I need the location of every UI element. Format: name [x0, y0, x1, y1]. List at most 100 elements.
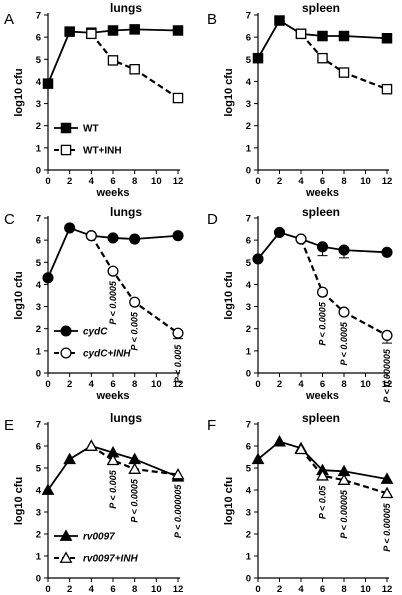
p-value-annotation: P < 0.00005 [339, 489, 349, 538]
y-tick-label: 2 [246, 324, 251, 335]
x-tick-label: 2 [67, 584, 72, 595]
legend-label: rv0097 [83, 532, 115, 543]
y-tick-label: 7 [246, 214, 251, 225]
x-tick-label: 2 [277, 176, 282, 187]
data-point [274, 15, 285, 26]
x-tick-label: 10 [151, 379, 162, 390]
data-point [380, 486, 394, 499]
x-tick-label: 8 [341, 584, 346, 595]
y-tick-label: 1 [246, 552, 252, 563]
y-tick-label: 0 [36, 369, 41, 380]
x-tick-label: 4 [298, 584, 304, 595]
data-point [129, 233, 141, 245]
panel-title: lungs [110, 1, 142, 15]
data-point [295, 28, 307, 40]
data-point [317, 52, 328, 64]
data-point [107, 25, 119, 36]
y-tick-label: 3 [36, 302, 41, 313]
data-point [172, 92, 184, 104]
series-line [90, 235, 179, 335]
x-tick-label: 6 [110, 379, 115, 390]
data-point [172, 327, 184, 339]
x-axis-title: weeks [95, 187, 129, 199]
y-tick-label: 2 [36, 530, 41, 541]
series-inh-treated [84, 439, 185, 480]
y-tick-label: 4 [36, 77, 42, 88]
p-value-annotation: P < 0.000005 [173, 484, 183, 538]
x-tick-label: 12 [382, 584, 393, 595]
x-tick-label: 6 [110, 584, 115, 595]
y-axis-title: log10 cfu [13, 68, 25, 116]
y-tick-label: 4 [246, 486, 252, 497]
x-tick-label: 4 [89, 379, 95, 390]
y-tick-label: 5 [246, 258, 252, 269]
data-point [273, 434, 286, 447]
y-tick-label: 6 [36, 442, 41, 453]
x-tick-label: 12 [382, 176, 393, 187]
series-line [257, 19, 388, 59]
series-line [299, 238, 388, 337]
data-point [107, 232, 119, 244]
x-axis-title: weeks [305, 390, 339, 402]
y-tick-label: 6 [36, 33, 41, 44]
y-tick-label: 2 [36, 324, 41, 335]
panel-letter: E [4, 417, 14, 434]
data-point [381, 329, 393, 341]
series-line [257, 231, 388, 260]
y-tick-label: 3 [36, 99, 41, 110]
y-tick-label: 5 [246, 464, 252, 475]
x-tick-label: 10 [151, 176, 162, 187]
y-tick-label: 2 [36, 121, 41, 132]
series-line [47, 28, 179, 84]
legend-marker [60, 347, 72, 359]
x-tick-label: 6 [320, 584, 325, 595]
y-tick-label: 1 [36, 552, 42, 563]
data-point [316, 286, 329, 298]
legend-marker [60, 144, 72, 156]
y-tick-label: 3 [246, 99, 251, 110]
panel-title: spleen [302, 205, 340, 219]
data-point [317, 30, 328, 42]
panel-letter: C [4, 211, 15, 228]
panel-title: lungs [110, 411, 142, 425]
x-tick-label: 8 [132, 176, 137, 187]
y-tick-label: 6 [36, 236, 41, 247]
y-tick-label: 6 [246, 33, 251, 44]
panel-title: spleen [302, 1, 340, 15]
data-point [171, 467, 185, 480]
x-tick-label: 2 [67, 176, 72, 187]
data-point [251, 452, 265, 465]
data-point [338, 30, 350, 42]
x-tick-label: 6 [110, 176, 115, 187]
p-value-annotation: P < 0.000005 [382, 348, 392, 402]
data-point [172, 230, 184, 242]
legend: WT WT+INH [54, 122, 122, 157]
panel-letter: B [207, 11, 217, 28]
data-point [338, 67, 350, 78]
x-tick-label: 12 [173, 584, 184, 595]
x-tick-label: 8 [132, 379, 137, 390]
panel-f: Fspleen01234567024681012weekslog10 cfuP … [207, 411, 394, 595]
y-tick-label: 4 [36, 280, 42, 291]
y-tick-label: 3 [246, 508, 251, 519]
panel-title: lungs [110, 205, 142, 219]
series-line [300, 448, 388, 495]
y-tick-label: 2 [246, 530, 251, 541]
data-point [337, 473, 351, 485]
series-inh-treated [295, 28, 393, 95]
legend-label: rv0097+INH [83, 554, 139, 565]
data-point [252, 52, 264, 64]
data-point [316, 469, 329, 481]
legend-label: cydC [83, 327, 108, 338]
p-value-annotation: P < 0.0005 [130, 478, 140, 522]
x-tick-label: 0 [45, 584, 50, 595]
p-value-annotation: P < 0.05 [318, 485, 328, 519]
legend-marker [59, 529, 73, 541]
data-point [252, 253, 264, 265]
p-value-annotation: P < 0.00005 [382, 502, 392, 551]
y-axis-title: log10 cfu [13, 271, 25, 319]
